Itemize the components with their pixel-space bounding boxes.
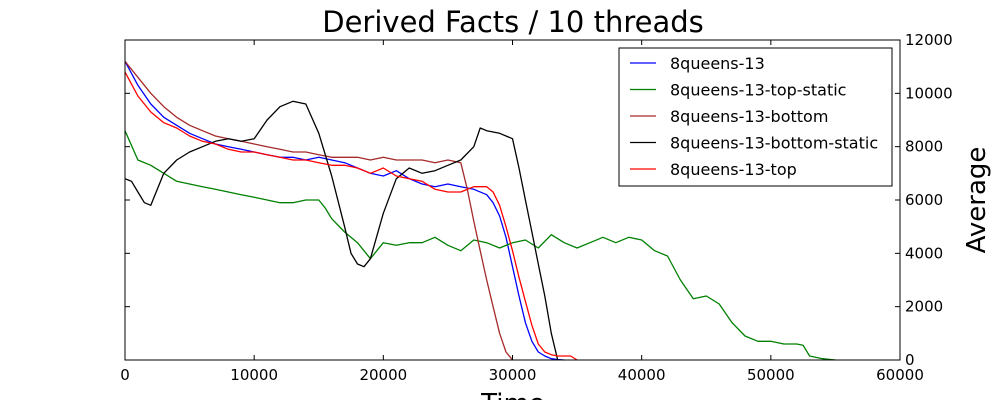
legend: 8queens-13 8queens-13-top-static 8queens-1… (618, 47, 893, 187)
series-line-2 (124, 130, 836, 361)
series-line-1 (124, 60, 565, 361)
x-tick-label: 30000 (489, 366, 537, 384)
chart-title: Derived Facts / 10 threads (322, 5, 704, 39)
legend-label-1: 8queens-13 (670, 54, 765, 73)
legend-box (618, 47, 893, 187)
y-tick-label: 0 (905, 351, 915, 369)
x-tick-label: 60000 (876, 366, 924, 384)
y-tick-label: 4000 (905, 244, 943, 262)
y-tick-label: 8000 (905, 138, 943, 156)
legend-label-5: 8queens-13-top (670, 160, 797, 179)
legend-label-3: 8queens-13-bottom (670, 107, 828, 126)
x-axis-label: Time (480, 389, 545, 400)
series-line-5 (124, 71, 578, 361)
y-axis-label: Average (962, 147, 992, 254)
legend-label-4: 8queens-13-bottom-static (670, 134, 878, 153)
y-tick-label: 12000 (905, 31, 953, 49)
y-tick-label: 2000 (905, 298, 943, 316)
legend-label-2: 8queens-13-top-static (670, 81, 846, 100)
x-axis: 0 10000 20000 30000 40000 50000 60000 (120, 40, 924, 384)
x-tick-label: 10000 (230, 366, 278, 384)
x-tick-label: 40000 (618, 366, 666, 384)
series-layer (124, 60, 836, 361)
series-line-3 (124, 60, 514, 361)
x-tick-label: 20000 (359, 366, 407, 384)
x-tick-label: 0 (120, 366, 130, 384)
x-tick-label: 50000 (747, 366, 795, 384)
y-tick-label: 10000 (905, 84, 953, 102)
y-axis: 0 2000 4000 6000 8000 10000 12000 (125, 31, 953, 369)
series-line-4 (124, 100, 559, 361)
y-tick-label: 6000 (905, 191, 943, 209)
plot-frame (124, 39, 901, 361)
